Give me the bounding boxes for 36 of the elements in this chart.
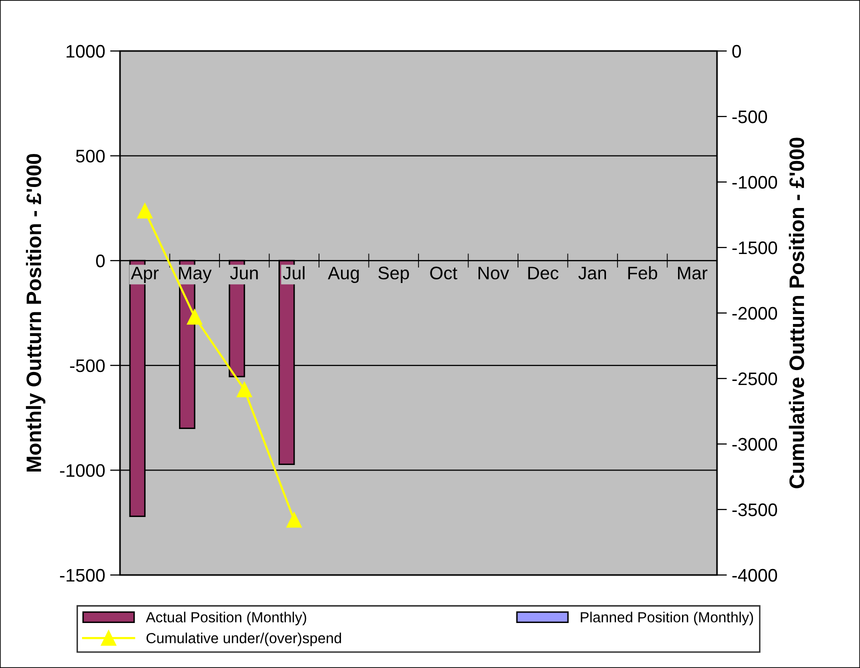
y2-tick-label: -2000 (732, 306, 778, 320)
x-tick-label: Jun (230, 266, 258, 280)
x-tick-label: Jan (578, 266, 606, 280)
y2-tick-label: -3500 (732, 503, 778, 516)
x-tick-label: Nov (478, 266, 510, 280)
y2-tick-label: -2500 (732, 372, 778, 386)
y2-tick-label: 0 (732, 44, 741, 58)
y2-tick-label: -4000 (732, 568, 778, 582)
x-tick-label: Apr (130, 266, 159, 283)
legend-label: Planned Position (Monthly) (580, 612, 754, 626)
y-tick-label: -1000 (60, 464, 105, 477)
point (236, 382, 252, 398)
x-tick-label: Aug (328, 266, 359, 283)
point (137, 203, 153, 218)
y2-tick-label: -3000 (732, 438, 778, 451)
y2-tick-label: -1000 (732, 176, 778, 189)
x-tick-label: May (179, 266, 212, 283)
legend-label: Cumulative under/(over)spend (146, 632, 342, 646)
x-tick-label: Oct (430, 266, 458, 280)
y-axis-title: Monthly Outturn Position - £'000 (26, 154, 46, 472)
legend-label: Actual Position (Monthly) (146, 612, 306, 626)
point (286, 512, 302, 528)
y2-axis-title: Cumulative Outturn Position - £'000 (788, 138, 804, 488)
y-tick-label: 500 (76, 150, 105, 163)
x-tick-label: Dec (528, 266, 558, 280)
y2-tick-label: -500 (732, 110, 768, 124)
y-tick-label: 0 (96, 254, 105, 268)
y-tick-label: -1500 (60, 568, 105, 582)
x-tick-label: Mar (678, 266, 708, 280)
y-tick-label: -500 (70, 359, 105, 372)
x-tick-label: Sep (378, 266, 409, 283)
x-tick-label: Feb (628, 266, 658, 280)
point (186, 309, 202, 325)
y-tick-label: 1000 (66, 44, 105, 58)
x-tick-label: Jul (282, 266, 304, 280)
y2-tick-label: -1500 (732, 241, 778, 254)
